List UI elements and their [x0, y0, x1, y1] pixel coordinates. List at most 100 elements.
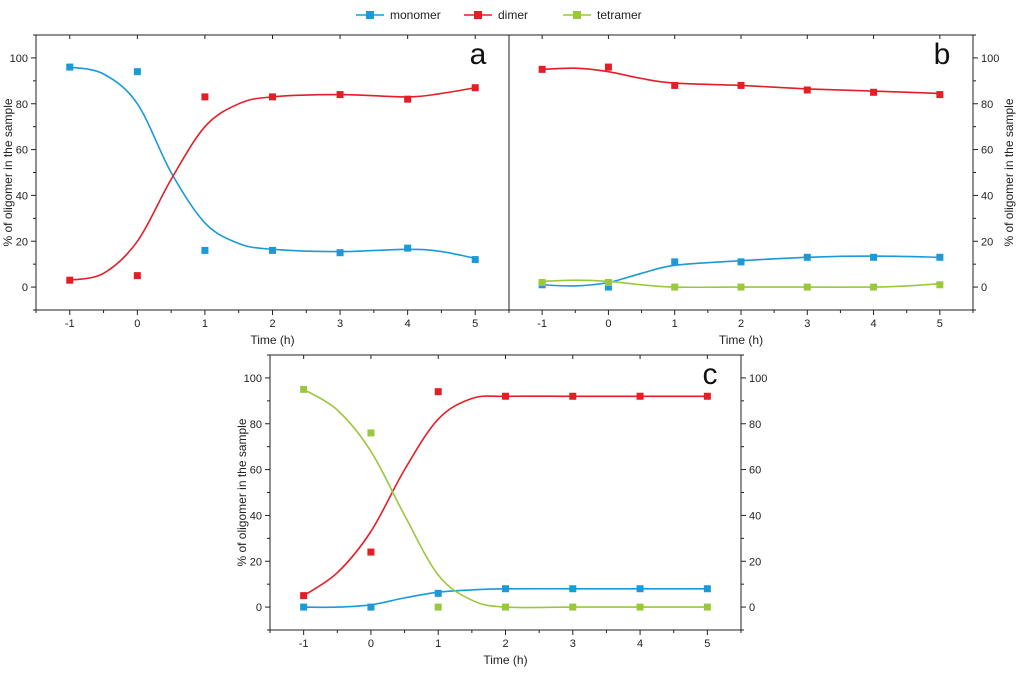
x-tick-label: 0 — [368, 638, 374, 650]
x-tick-label: 1 — [202, 318, 208, 330]
panel-a: -1 0 1 2 3 4 5 0 20 40 60 80 100 Time (h) % of oligome… — [1, 34, 510, 347]
data-point-monomer — [636, 585, 644, 593]
data-point-dimer — [703, 392, 711, 400]
x-tick-label: 2 — [269, 318, 275, 330]
data-point-monomer — [671, 258, 679, 266]
data-point-dimer — [569, 392, 577, 400]
data-point-monomer — [737, 258, 745, 266]
x-axis-label: Time (h) — [483, 653, 527, 667]
plot-frame — [508, 34, 974, 311]
panel-c: -1 0 1 2 3 4 5 0 20 40 60 80 100 0 20 40 60 80 100 Time (h)… — [235, 354, 767, 667]
y-tick-label: 60 — [250, 465, 262, 477]
y-tick-label-right: 20 — [981, 236, 993, 248]
data-point-dimer — [269, 93, 276, 101]
data-point-dimer — [471, 84, 479, 92]
data-point-monomer — [471, 256, 479, 264]
y-tick-label: 40 — [250, 510, 262, 522]
series-line-monomer — [303, 587, 708, 609]
data-point-dimer — [66, 276, 74, 284]
data-point-monomer — [434, 589, 442, 597]
y-tick-label: 100 — [10, 53, 28, 65]
y-tick-label-right: 0 — [981, 282, 987, 294]
x-tick-label: -1 — [65, 318, 75, 330]
data-point-dimer — [936, 91, 944, 99]
data-point-tetramer — [936, 281, 944, 289]
data-point-monomer — [300, 603, 308, 611]
y-tick-label: 80 — [16, 99, 28, 111]
series-line-tetramer — [303, 388, 708, 609]
y-tick-label-right: 40 — [749, 510, 761, 522]
x-tick-label: -1 — [537, 318, 547, 330]
data-point-dimer — [201, 93, 209, 101]
legend: monomer dimer tetramer — [356, 8, 642, 22]
x-tick-label: 2 — [738, 318, 744, 330]
legend-marker-monomer — [366, 11, 374, 19]
series-line-monomer — [542, 255, 940, 287]
data-point-dimer — [604, 63, 612, 71]
data-point-tetramer — [737, 283, 745, 291]
data-point-monomer — [803, 253, 811, 261]
data-point-tetramer — [569, 603, 577, 611]
data-point-monomer — [367, 603, 375, 611]
data-point-monomer — [502, 585, 509, 593]
x-tick-label: 0 — [605, 318, 611, 330]
y-tick-label: 20 — [250, 556, 262, 568]
x-tick-label: -1 — [299, 638, 309, 650]
data-point-tetramer — [703, 603, 711, 611]
y-tick-label-right: 100 — [749, 373, 767, 385]
x-tick-label: 5 — [704, 638, 710, 650]
data-point-dimer — [737, 81, 745, 89]
y-tick-label-right: 60 — [981, 145, 993, 157]
data-point-dimer — [502, 392, 509, 400]
legend-marker-dimer — [474, 11, 482, 19]
y-tick-label: 40 — [16, 190, 28, 202]
y-tick-label: 0 — [256, 602, 262, 614]
panel-b: -1 0 1 2 3 4 5 0 20 40 60 80 100 Time (h) % of oligome… — [508, 34, 1016, 347]
data-point-dimer — [404, 95, 412, 103]
panel-label: c — [703, 358, 718, 391]
data-point-tetramer — [434, 603, 442, 611]
y-tick-label-right: 0 — [749, 602, 755, 614]
data-point-dimer — [434, 388, 442, 396]
x-axis-label: Time (h) — [250, 333, 294, 347]
legend-marker-tetramer — [573, 11, 581, 19]
series-line-tetramer — [542, 279, 940, 289]
data-point-tetramer — [367, 429, 375, 437]
x-tick-label: 2 — [502, 638, 508, 650]
data-point-tetramer — [604, 279, 612, 286]
y-tick-label: 60 — [16, 145, 28, 157]
panel-label: a — [470, 38, 487, 71]
series-line-dimer — [69, 86, 476, 281]
data-point-dimer — [538, 65, 546, 73]
series-line-dimer — [542, 67, 940, 95]
data-point-monomer — [569, 585, 577, 593]
data-point-tetramer — [803, 283, 811, 291]
y-tick-label-right: 60 — [749, 465, 761, 477]
data-point-dimer — [803, 86, 811, 94]
x-tick-label: 1 — [672, 318, 678, 330]
y-axis-label: % of oligomer in the sample — [1, 98, 15, 246]
data-point-monomer — [336, 249, 344, 257]
x-tick-label: 3 — [337, 318, 343, 330]
y-tick-label-right: 80 — [981, 99, 993, 111]
x-tick-label: 0 — [134, 318, 140, 330]
x-tick-label: 1 — [435, 638, 441, 650]
data-point-dimer — [870, 88, 878, 96]
data-point-monomer — [604, 283, 612, 291]
data-point-monomer — [201, 246, 209, 254]
data-point-monomer — [870, 253, 878, 261]
legend-label-monomer: monomer — [390, 8, 441, 22]
y-tick-label-right: 40 — [981, 190, 993, 202]
panel-label: b — [934, 38, 951, 71]
y-axis-label: % of oligomer in the sample — [235, 418, 249, 566]
data-point-dimer — [367, 548, 375, 556]
y-tick-label: 0 — [22, 282, 28, 294]
data-point-monomer — [703, 585, 711, 593]
x-tick-label: 3 — [804, 318, 810, 330]
data-point-tetramer — [870, 283, 878, 291]
y-tick-label: 80 — [250, 419, 262, 431]
x-tick-label: 5 — [937, 318, 943, 330]
data-point-monomer — [269, 246, 276, 254]
legend-label-tetramer: tetramer — [597, 8, 642, 22]
